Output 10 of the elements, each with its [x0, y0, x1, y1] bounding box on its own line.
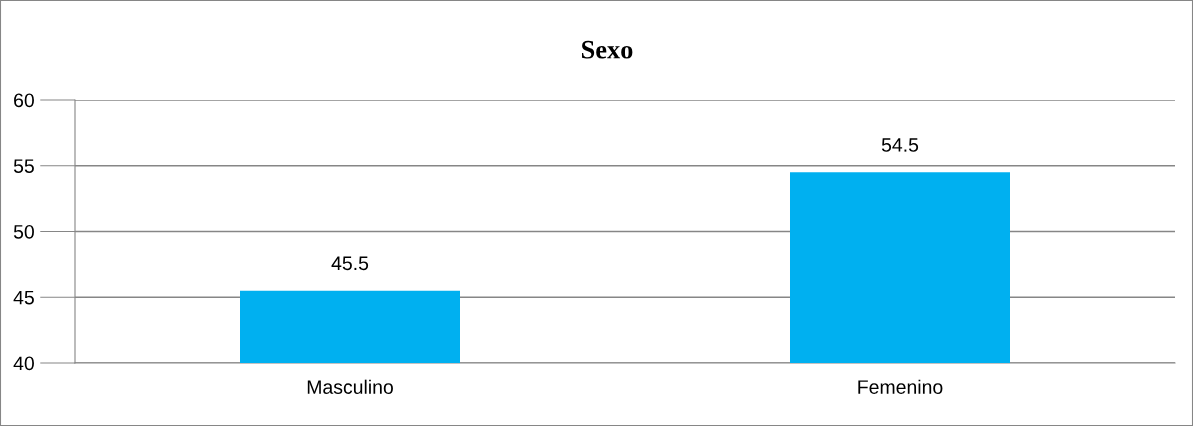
y-tick-label: 50	[13, 224, 34, 239]
y-tick-label: 45	[13, 290, 34, 305]
chart-title: Sexo	[582, 40, 633, 59]
x-tick-label: Masculino	[307, 379, 393, 394]
data-label: 54.5	[881, 138, 919, 152]
y-tick-label: 40	[13, 356, 34, 371]
data-label: 45.5	[331, 256, 369, 271]
y-tick-label: 55	[13, 159, 34, 173]
x-tick-label: Femenino	[858, 379, 943, 394]
y-tick-label: 60	[14, 93, 34, 108]
